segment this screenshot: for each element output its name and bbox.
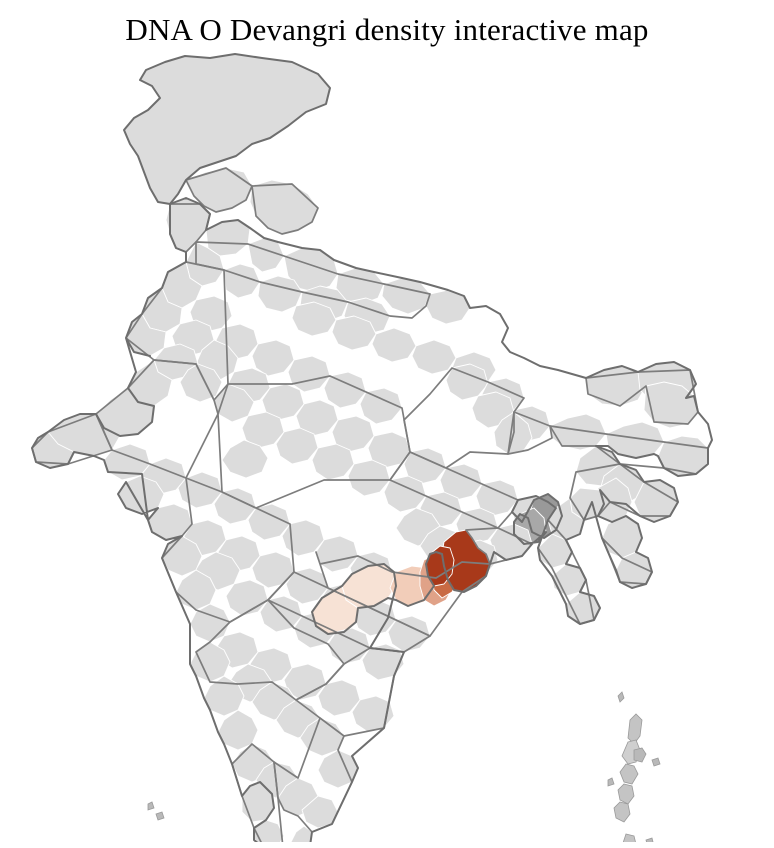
india-map-svg[interactable] [0,52,774,842]
district-layer[interactable] [31,53,709,842]
nation-border-layer [31,53,713,842]
island-layer [147,691,661,842]
page-title: DNA O Devangri density interactive map [125,12,649,47]
map-canvas[interactable] [0,52,774,842]
